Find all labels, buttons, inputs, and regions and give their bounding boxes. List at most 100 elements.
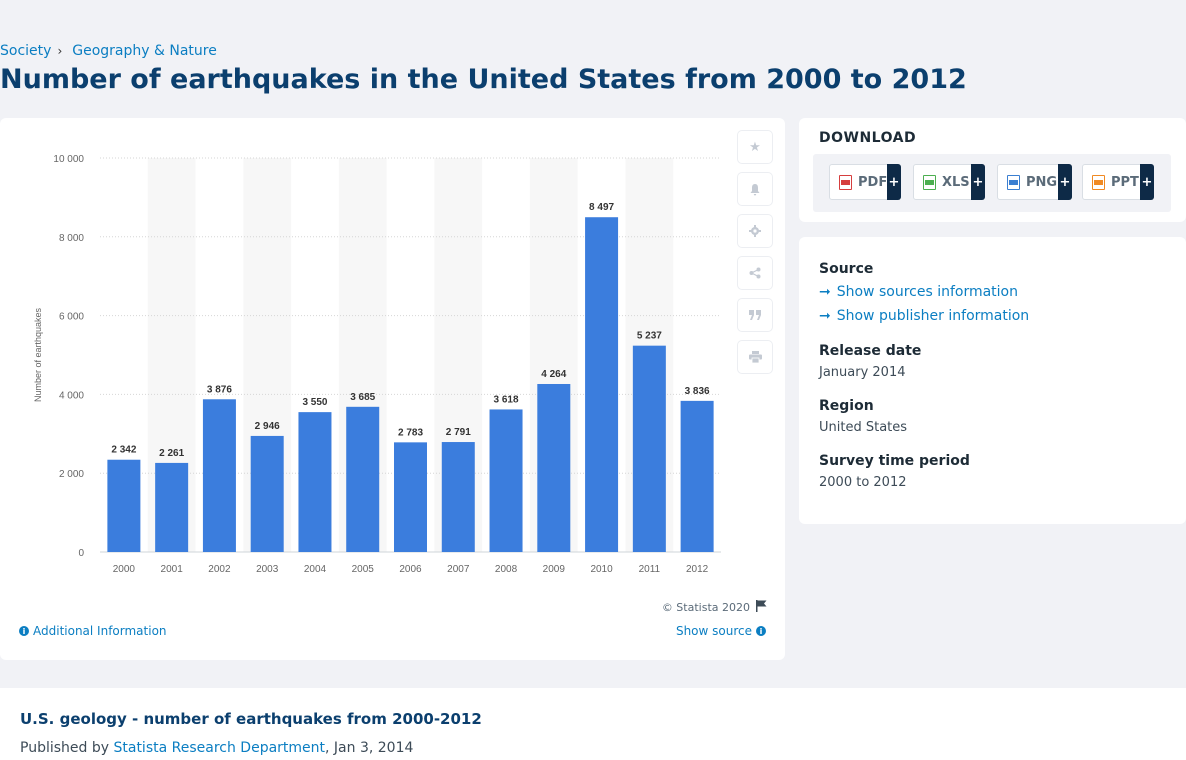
bar-2009 bbox=[537, 383, 571, 552]
show-publisher-link[interactable]: ➞ Show publisher information bbox=[819, 308, 1029, 324]
png-file-icon bbox=[1007, 174, 1020, 190]
bar-2007 bbox=[441, 442, 475, 552]
xls-label: XLS bbox=[942, 174, 970, 190]
x-tick-label: 2006 bbox=[399, 564, 422, 575]
arrow-right-icon: ➞ bbox=[819, 308, 831, 324]
data-label: 2 946 bbox=[255, 421, 280, 432]
region-label: Region bbox=[819, 398, 874, 414]
x-tick-label: 2008 bbox=[495, 564, 518, 575]
breadcrumb-society[interactable]: Society bbox=[0, 43, 52, 59]
release-date-value: January 2014 bbox=[819, 365, 906, 380]
y-tick-label: 6 000 bbox=[59, 312, 84, 323]
bar-2001 bbox=[155, 462, 189, 552]
print-icon[interactable] bbox=[738, 341, 772, 373]
download-xls-button[interactable]: XLS + bbox=[913, 164, 985, 200]
x-tick-label: 2003 bbox=[256, 564, 279, 575]
gear-icon[interactable] bbox=[738, 215, 772, 247]
data-label: 2 342 bbox=[111, 445, 136, 456]
show-source-label: Show source bbox=[675, 624, 752, 638]
download-ppt-button[interactable]: PPT + bbox=[1082, 164, 1154, 200]
bar-2002 bbox=[202, 399, 236, 552]
additional-info-link[interactable]: i Additional Information bbox=[19, 624, 167, 638]
bar-2008 bbox=[489, 409, 523, 552]
y-axis-label: Number of earthquakes bbox=[33, 307, 43, 402]
bell-icon[interactable] bbox=[738, 173, 772, 205]
published-by: Published by Statista Research Departmen… bbox=[20, 740, 413, 756]
xls-file-icon bbox=[923, 174, 936, 190]
chart-tools: ★ bbox=[738, 131, 772, 373]
survey-period-label: Survey time period bbox=[819, 453, 970, 469]
data-label: 3 550 bbox=[302, 397, 327, 408]
statistic-details: Source ➞ Show sources information ➞ Show… bbox=[799, 237, 1186, 524]
bar-2010 bbox=[585, 217, 619, 552]
bar-2011 bbox=[632, 345, 666, 552]
pdf-file-icon bbox=[839, 174, 852, 190]
ppt-file-icon bbox=[1092, 174, 1105, 190]
data-label: 3 685 bbox=[350, 392, 375, 403]
show-sources-link[interactable]: ➞ Show sources information bbox=[819, 284, 1018, 300]
survey-period-value: 2000 to 2012 bbox=[819, 475, 907, 490]
description-card: U.S. geology - number of earthquakes fro… bbox=[0, 688, 1186, 760]
copyright-text: © Statista 2020 bbox=[661, 601, 750, 614]
flag-icon[interactable] bbox=[756, 600, 767, 615]
download-card: DOWNLOAD PDF + XLS + PNG + PPT + bbox=[799, 118, 1186, 222]
download-title: DOWNLOAD bbox=[819, 130, 917, 146]
y-tick-label: 4 000 bbox=[59, 390, 84, 401]
y-tick-label: 0 bbox=[78, 548, 84, 559]
bar-2003 bbox=[250, 435, 284, 552]
publisher-link[interactable]: Statista Research Department bbox=[113, 740, 326, 756]
plus-icon: + bbox=[1140, 164, 1154, 200]
y-tick-label: 2 000 bbox=[59, 469, 84, 480]
data-label: 2 791 bbox=[446, 427, 471, 438]
release-date-label: Release date bbox=[819, 343, 922, 359]
page-title: Number of earthquakes in the United Stat… bbox=[0, 64, 967, 95]
data-label: 8 497 bbox=[589, 202, 614, 213]
data-label: 3 876 bbox=[207, 384, 232, 395]
x-tick-label: 2005 bbox=[352, 564, 375, 575]
share-icon[interactable] bbox=[738, 257, 772, 289]
bar-2000 bbox=[107, 459, 141, 552]
x-tick-label: 2009 bbox=[543, 564, 566, 575]
additional-info-label: Additional Information bbox=[33, 624, 167, 638]
data-label: 3 836 bbox=[685, 386, 710, 397]
info-icon: i bbox=[756, 626, 766, 636]
x-tick-label: 2004 bbox=[304, 564, 327, 575]
breadcrumb-geography[interactable]: Geography & Nature bbox=[72, 43, 217, 59]
bar-2005 bbox=[346, 406, 380, 552]
arrow-right-icon: ➞ bbox=[819, 284, 831, 300]
description-title: U.S. geology - number of earthquakes fro… bbox=[20, 710, 482, 728]
x-tick-label: 2000 bbox=[113, 564, 136, 575]
pdf-label: PDF bbox=[858, 174, 888, 190]
x-tick-label: 2012 bbox=[686, 564, 709, 575]
y-tick-label: 10 000 bbox=[53, 154, 84, 165]
png-label: PNG bbox=[1026, 174, 1058, 190]
download-png-button[interactable]: PNG + bbox=[997, 164, 1072, 200]
show-source-link[interactable]: Show source i bbox=[676, 624, 766, 638]
x-tick-label: 2011 bbox=[639, 564, 661, 575]
source-label: Source bbox=[819, 261, 874, 277]
show-publisher-label: Show publisher information bbox=[836, 308, 1030, 324]
download-pdf-button[interactable]: PDF + bbox=[829, 164, 901, 200]
data-label: 4 264 bbox=[541, 369, 566, 380]
bar-chart: 0 2 000 4 000 6 000 8 000 10 000 Number of ear… bbox=[33, 154, 721, 575]
star-icon[interactable]: ★ bbox=[738, 131, 772, 163]
x-tick-label: 2010 bbox=[590, 564, 613, 575]
data-label: 5 237 bbox=[637, 331, 662, 342]
chart-card: 0 2 000 4 000 6 000 8 000 10 000 Number of ear… bbox=[0, 118, 785, 660]
publish-date: , Jan 3, 2014 bbox=[325, 740, 414, 756]
published-prefix: Published by bbox=[20, 740, 110, 756]
region-value: United States bbox=[819, 420, 908, 435]
copyright: © Statista 2020 bbox=[662, 600, 767, 615]
x-tick-label: 2007 bbox=[447, 564, 470, 575]
bar-2004 bbox=[298, 412, 332, 552]
x-tick-label: 2001 bbox=[161, 564, 184, 575]
ppt-label: PPT bbox=[1111, 174, 1139, 190]
quote-icon[interactable] bbox=[738, 299, 772, 331]
breadcrumb: Society › Geography & Nature bbox=[0, 43, 217, 59]
bar-2012 bbox=[680, 400, 714, 552]
y-tick-label: 8 000 bbox=[59, 233, 84, 244]
show-sources-label: Show sources information bbox=[836, 284, 1018, 300]
info-icon: i bbox=[19, 626, 29, 636]
x-tick-label: 2002 bbox=[208, 564, 231, 575]
data-label: 2 783 bbox=[398, 427, 423, 438]
